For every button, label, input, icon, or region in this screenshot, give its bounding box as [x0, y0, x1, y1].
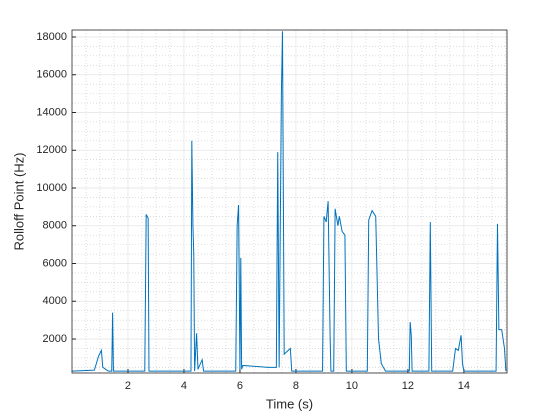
- x-tick-label: 12: [402, 380, 414, 392]
- y-axis-label: Rolloff Point (Hz): [11, 152, 26, 250]
- y-tick-label: 10000: [36, 182, 67, 194]
- axes-box: [71, 29, 508, 374]
- y-tick-label: 8000: [43, 220, 67, 232]
- data-line: [71, 31, 507, 372]
- x-tick-label: 2: [125, 380, 131, 392]
- y-tick-label: 2000: [43, 333, 67, 345]
- x-tick-label: 4: [181, 380, 187, 392]
- x-tick-label: 14: [458, 380, 470, 392]
- y-tick-label: 12000: [36, 144, 67, 156]
- x-tick-label: 6: [237, 380, 243, 392]
- x-tick-label: 8: [293, 380, 299, 392]
- y-tick-label: 16000: [36, 69, 67, 81]
- x-tick-label: 10: [346, 380, 358, 392]
- x-axis-label: Time (s): [266, 396, 313, 411]
- y-tick-label: 6000: [43, 257, 67, 269]
- y-tick-label: 4000: [43, 295, 67, 307]
- y-tick-label: 18000: [36, 31, 67, 43]
- y-tick-label: 14000: [36, 106, 67, 118]
